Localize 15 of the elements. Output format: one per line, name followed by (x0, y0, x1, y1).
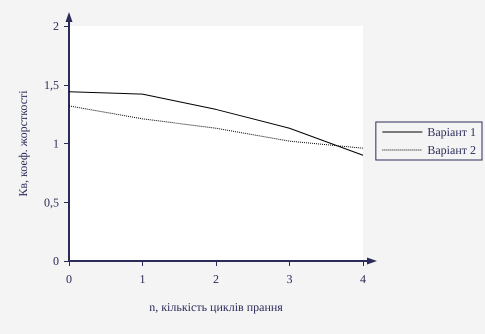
x-tick-label: 4 (360, 272, 366, 286)
y-tick-label: 2 (53, 19, 59, 33)
line-series (68, 91, 364, 156)
x-tick-label: 1 (140, 272, 146, 286)
legend-label: Варіант 1 (427, 125, 476, 139)
y-tick-label: 1,5 (44, 78, 59, 92)
x-tick-label: 3 (286, 272, 292, 286)
y-axis-title: Кв, коеф. жорсткості (16, 90, 30, 197)
y-tick-label: 0,5 (44, 195, 59, 210)
legend-label: Варіант 2 (427, 143, 476, 157)
x-tick-label: 0 (66, 272, 72, 286)
x-axis-title: n, кількість циклів прання (149, 300, 284, 314)
y-tick-label: 1 (53, 136, 59, 150)
x-tick-label: 2 (213, 272, 219, 286)
y-tick-label: 0 (53, 254, 59, 268)
